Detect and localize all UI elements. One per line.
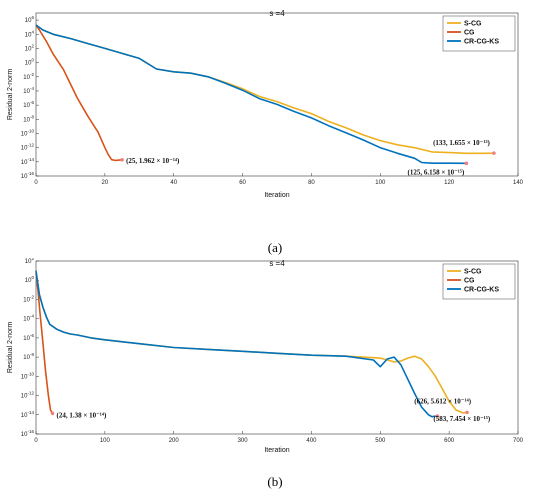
y-tick-label: 10-2 xyxy=(23,72,34,81)
y-tick-label: 10-8 xyxy=(23,114,34,123)
end-point-marker xyxy=(120,157,124,162)
x-tick-label: 40 xyxy=(170,180,177,186)
y-tick-label: 102 xyxy=(25,43,35,52)
legend: S-CG CG CR-CG-KS xyxy=(442,263,516,300)
legend-entry: CG xyxy=(464,278,475,285)
x-tick-label: 80 xyxy=(308,180,315,186)
legend: S-CG CG CR-CG-KS xyxy=(442,15,516,52)
y-tick-label: 10-12 xyxy=(21,143,35,152)
series-line-cg xyxy=(35,24,123,162)
x-tick-label: 400 xyxy=(306,438,317,444)
chart-panel-a: s =4 0 20 40 60 80 100 120 140 10-16 10-14 10-12 10-… xyxy=(7,9,524,199)
x-tick-label: 600 xyxy=(444,438,455,444)
end-point-marker xyxy=(492,151,496,155)
x-tick-label: 700 xyxy=(513,438,524,444)
y-tick-label: 10-16 xyxy=(21,171,35,180)
x-tick-label: 20 xyxy=(102,180,109,186)
y-tick-label: 104 xyxy=(25,29,35,38)
y-axis-label: Residual 2-norm xyxy=(7,322,14,374)
x-tick-label: 100 xyxy=(375,180,386,186)
x-tick-label: 500 xyxy=(375,438,386,444)
series-line-cg xyxy=(35,272,54,414)
plot-frame xyxy=(35,12,519,177)
chart-title: s =4 xyxy=(269,9,285,18)
legend-box xyxy=(442,15,516,52)
panel-label-b: (b) xyxy=(267,474,283,489)
legend-entry: CG xyxy=(464,30,475,37)
chart-b-svg: s =4 0 100 200 300 400 500 600 700 10-16 10-14 10-1… xyxy=(7,258,524,454)
x-tick-label: 200 xyxy=(169,438,180,444)
end-point-annotation: (24, 1.38 × 10⁻¹⁴) xyxy=(57,411,107,419)
y-tick-label: 10-10 xyxy=(21,371,35,380)
y-tick-label: 102 xyxy=(25,258,35,265)
series-line-s-cg xyxy=(35,24,494,155)
end-point-marker xyxy=(435,414,440,418)
y-tick-label: 10-4 xyxy=(23,86,34,95)
legend-box xyxy=(442,263,516,300)
y-tick-label: 10-14 xyxy=(21,410,35,419)
y-tick-label: 10-6 xyxy=(23,333,34,342)
legend-entry: CR-CG-KS xyxy=(464,39,499,46)
series-line-s-cg xyxy=(35,272,468,414)
legend-entry: CR-CG-KS xyxy=(464,287,499,294)
x-tick-label: 0 xyxy=(34,180,38,186)
y-tick-label: 100 xyxy=(25,275,35,284)
y-tick-label: 10-4 xyxy=(23,314,34,323)
series-line-cr-cg-ks xyxy=(35,270,438,418)
end-point-marker xyxy=(50,411,55,416)
x-tick-label: 140 xyxy=(513,180,524,186)
y-tick-label: 10-16 xyxy=(21,429,35,438)
end-point-marker xyxy=(465,410,469,415)
chart-a-svg: s =4 0 20 40 60 80 100 120 140 10-16 10-14 10-12 10-… xyxy=(7,9,524,199)
y-tick-label: 100 xyxy=(25,58,35,67)
x-tick-label: 120 xyxy=(444,180,455,186)
end-point-marker xyxy=(464,161,469,166)
x-tick-label: 60 xyxy=(239,180,246,186)
panel-label-a: (a) xyxy=(267,240,283,255)
y-tick-label: 10-6 xyxy=(23,100,34,109)
plot-frame xyxy=(35,260,519,435)
end-point-annotation: (125, 6.158 × 10⁻¹⁵) xyxy=(408,168,465,176)
end-point-annotation: (583, 7.454 × 10⁻¹⁵) xyxy=(433,415,490,423)
x-axis-label: Iteration xyxy=(264,192,289,199)
y-axis-label: Residual 2-norm xyxy=(7,69,14,121)
x-tick-label: 0 xyxy=(34,438,38,444)
x-tick-label: 100 xyxy=(100,438,111,444)
x-tick-label: 300 xyxy=(238,438,249,444)
end-point-annotation: (25, 1.962 × 10⁻¹⁴) xyxy=(126,157,180,165)
series-line-cr-cg-ks xyxy=(35,24,467,165)
legend-entry: S-CG xyxy=(464,269,482,276)
y-tick-label: 10-12 xyxy=(21,391,35,400)
y-tick-label: 10-8 xyxy=(23,352,34,361)
end-point-annotation: (626, 5.612 × 10⁻¹⁴) xyxy=(414,397,471,405)
chart-panel-b: s =4 0 100 200 300 400 500 600 700 10-16 10-14 10-1… xyxy=(0,258,550,494)
y-tick-label: 10-2 xyxy=(23,294,34,303)
y-tick-label: 10-14 xyxy=(21,157,35,166)
chart-title: s =4 xyxy=(269,259,285,268)
x-axis-label: Iteration xyxy=(264,447,289,454)
legend-entry: S-CG xyxy=(464,21,482,28)
end-point-annotation: (133, 1.655 × 10⁻¹³) xyxy=(433,139,490,147)
y-tick-label: 10-10 xyxy=(21,128,35,137)
y-tick-label: 106 xyxy=(25,15,35,24)
